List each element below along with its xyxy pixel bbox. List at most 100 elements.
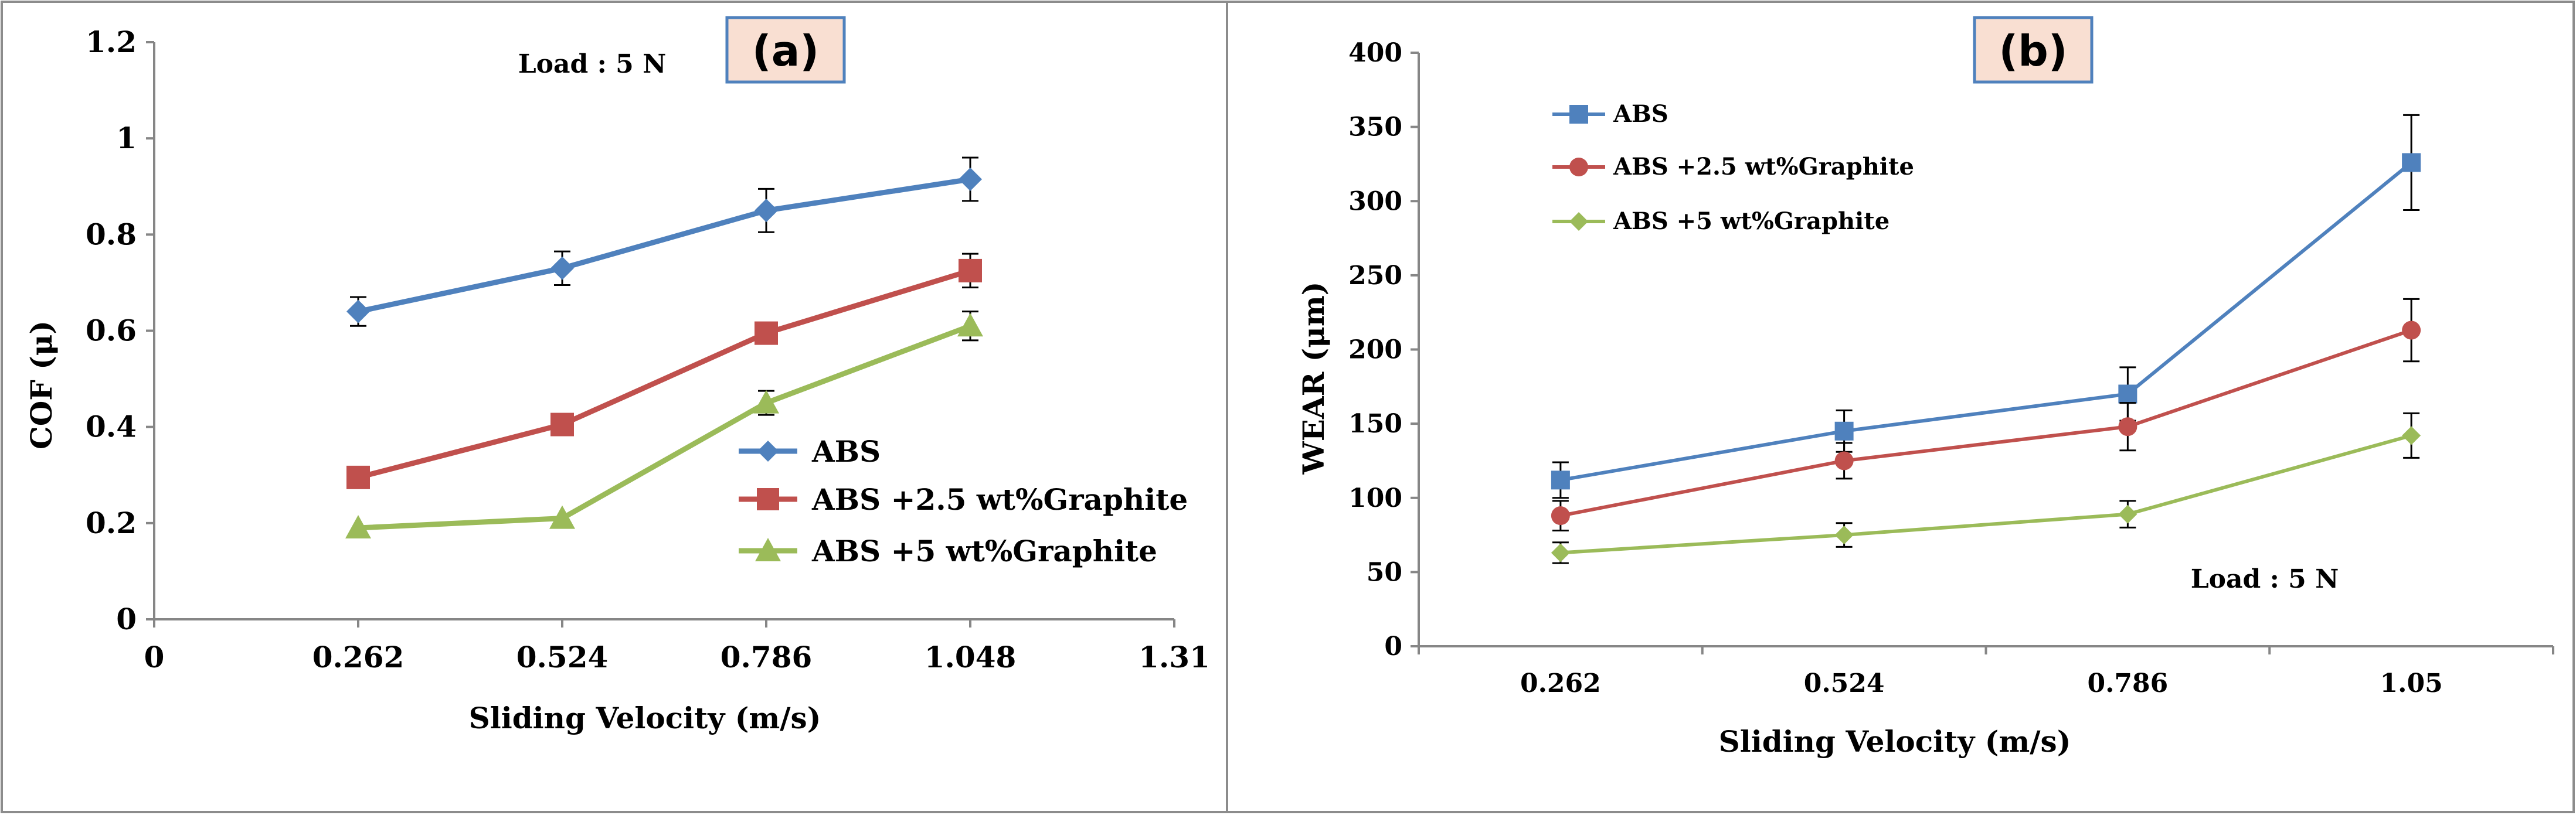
panel-a-legend-label-abs5: ABS +5 wt%Graphite	[811, 534, 1157, 568]
panel-a-point-abs-5-wt-graphite	[957, 313, 983, 337]
panel-b-y-ticks: 0 50 100 150 200 250 300 350 400	[1348, 38, 1419, 661]
panel-a-cof-chart: 0 0.2 0.4 0.6 0.8 1 1.2 0 0.262 0.524 0.786 1.048 1…	[1, 1, 1228, 813]
panel-b-series-abs-5-wt-graphite	[1551, 412, 2421, 564]
panel-a-frame	[1, 1, 1228, 813]
panel-a-load-annotation: Load : 5 N	[518, 49, 667, 79]
panel-b-legend-item-abs5: ABS +5 wt%Graphite	[1552, 207, 1889, 235]
panel-a-point-abs	[959, 167, 982, 191]
panel-b-line-abs	[1560, 161, 2413, 482]
panel-b-y-tick-label: 0	[1384, 632, 1402, 661]
panel-b-y-tick-label: 350	[1348, 112, 1402, 142]
panel-b-point-abs-5-wt-graphite	[2118, 504, 2137, 524]
panel-b-legend-marker-abs25	[1569, 158, 1588, 176]
panel-b-y-tick-label: 250	[1348, 261, 1402, 291]
panel-b-load-annotation: Load : 5 N	[2191, 564, 2339, 594]
panel-b-x-ticks: 0.262 0.524 0.786 1.05	[1418, 646, 2554, 698]
panel-a-x-tick-label: 0.262	[312, 640, 405, 674]
panel-b-point-abs	[1551, 470, 1570, 490]
panel-a-y-tick-label: 1	[116, 121, 137, 155]
panel-b-badge-label: (b)	[1999, 26, 2067, 76]
panel-a-point-abs-5-wt-graphite	[345, 515, 371, 539]
panel-a-point-abs-2-5-wt-graphite	[755, 321, 778, 345]
panel-b-y-tick-label: 400	[1348, 38, 1402, 68]
panel-a-legend-marker-abs25	[757, 488, 779, 510]
panel-b-x-tick-label: 1.05	[2380, 669, 2443, 698]
panel-a-y-tick-label: 0.6	[86, 313, 137, 348]
panel-a-line-abs-5-wt-graphite	[358, 323, 971, 531]
panel-b-x-tick-label: 0.786	[2087, 669, 2168, 698]
panel-b-point-abs-2-5-wt-graphite	[1834, 451, 1854, 470]
panel-a-y-tick-label: 0.8	[86, 217, 137, 251]
panel-a-point-abs-2-5-wt-graphite	[550, 412, 574, 437]
panel-a-point-abs	[550, 256, 574, 280]
panel-a-legend: ABS ABS +2.5 wt%Graphite ABS +5 wt%Graph…	[739, 434, 1188, 568]
panel-a-y-tick-label: 0	[116, 602, 137, 636]
panel-b-wear-chart: 0 50 100 150 200 250 300 350 400 0.262 0.524 0.786…	[1226, 1, 2575, 813]
panel-b-series-abs-2-5-wt-graphite	[1551, 298, 2421, 531]
panel-a-legend-label-abs25: ABS +2.5 wt%Graphite	[811, 482, 1188, 517]
panel-a-series-abs-5-wt-graphite	[345, 311, 983, 539]
panel-b-point-abs-2-5-wt-graphite	[2118, 417, 2137, 437]
panel-b-legend-label-abs25: ABS +2.5 wt%Graphite	[1613, 153, 1914, 180]
panel-a-legend-marker-abs	[757, 441, 779, 462]
panel-a-badge-label: (a)	[752, 26, 819, 76]
panel-b-y-tick-label: 200	[1348, 335, 1402, 365]
panel-b-point-abs	[1834, 421, 1854, 441]
panel-b-series-abs	[1551, 114, 2421, 499]
panel-a-line-abs-2-5-wt-graphite	[357, 268, 971, 480]
panel-a-point-abs-2-5-wt-graphite	[346, 465, 370, 489]
panel-a-line-abs	[358, 176, 971, 315]
panel-a-legend-item-abs5: ABS +5 wt%Graphite	[739, 534, 1157, 568]
panel-a-point-abs-5-wt-graphite	[549, 505, 575, 529]
panel-a-y-tick-label: 0.2	[86, 506, 137, 540]
panel-b-point-abs-5-wt-graphite	[2402, 426, 2421, 445]
panel-a-y-axis-label: COF (μ)	[24, 320, 59, 449]
panel-a-x-ticks: 0 0.262 0.524 0.786 1.048 1.31	[144, 619, 1210, 674]
panel-b-legend-item-abs25: ABS +2.5 wt%Graphite	[1552, 153, 1914, 180]
panel-a-x-tick-label: 1.048	[925, 640, 1017, 674]
panel-a-legend-label-abs: ABS	[811, 434, 881, 469]
panel-b-frame	[1226, 1, 2575, 813]
panel-b-point-abs-5-wt-graphite	[1551, 543, 1570, 562]
panel-b-x-tick-label: 0.524	[1804, 669, 1885, 698]
panel-b-line-abs-5-wt-graphite	[1560, 434, 2412, 555]
panel-a-badge: (a)	[725, 16, 846, 84]
panel-b-legend-marker-abs	[1569, 105, 1588, 124]
panel-a-x-tick-label: 0.524	[516, 640, 609, 674]
panel-a-series-abs	[346, 156, 982, 327]
panel-b-x-axis-label: Sliding Velocity (m/s)	[1719, 724, 2071, 759]
panel-a-x-tick-label: 0.786	[721, 640, 813, 674]
panel-b-x-tick-label: 0.262	[1520, 669, 1601, 698]
panel-b-point-abs	[2118, 384, 2137, 404]
panel-a-y-ticks: 0 0.2 0.4 0.6 0.8 1 1.2	[86, 25, 154, 636]
panel-a-legend-marker-abs5	[755, 538, 781, 561]
panel-b-series	[1551, 114, 2421, 564]
panel-b-y-tick-label: 50	[1367, 557, 1402, 587]
panel-b-point-abs	[2402, 153, 2421, 172]
panel-b-point-abs-5-wt-graphite	[1834, 526, 1854, 545]
panel-b-badge: (b)	[1973, 16, 2094, 84]
panel-b-y-tick-label: 150	[1348, 409, 1402, 439]
panel-b-y-tick-label: 100	[1348, 483, 1402, 513]
panel-b-point-abs-2-5-wt-graphite	[2402, 320, 2421, 340]
panel-a-badge-box	[725, 16, 846, 84]
panel-a-x-tick-label: 1.31	[1139, 640, 1210, 674]
panel-a-series-abs-2-5-wt-graphite	[346, 253, 982, 489]
panel-a-y-tick-label: 1.2	[86, 25, 137, 59]
panel-a-point-abs	[755, 199, 778, 223]
panel-a-point-abs-2-5-wt-graphite	[959, 258, 982, 282]
panel-b-legend-label-abs: ABS	[1613, 100, 1668, 128]
panel-b-legend: ABS ABS +2.5 wt%Graphite ABS +5 wt%Graph…	[1552, 100, 1914, 235]
panel-a-point-abs-5-wt-graphite	[753, 390, 779, 414]
panel-a-series	[345, 156, 983, 539]
panel-b-badge-box	[1973, 16, 2094, 84]
panel-b-y-axis-label: WEAR (μm)	[1296, 282, 1331, 475]
panel-a-x-axis-label: Sliding Velocity (m/s)	[469, 701, 821, 735]
panel-a-point-abs	[346, 299, 370, 323]
panel-a-y-tick-label: 0.4	[86, 410, 137, 444]
panel-b-y-tick-label: 300	[1348, 186, 1402, 216]
panel-b-legend-item-abs: ABS	[1552, 100, 1668, 128]
panel-a-x-tick-label: 0	[144, 640, 165, 674]
panel-b-line-abs-2-5-wt-graphite	[1560, 328, 2412, 518]
